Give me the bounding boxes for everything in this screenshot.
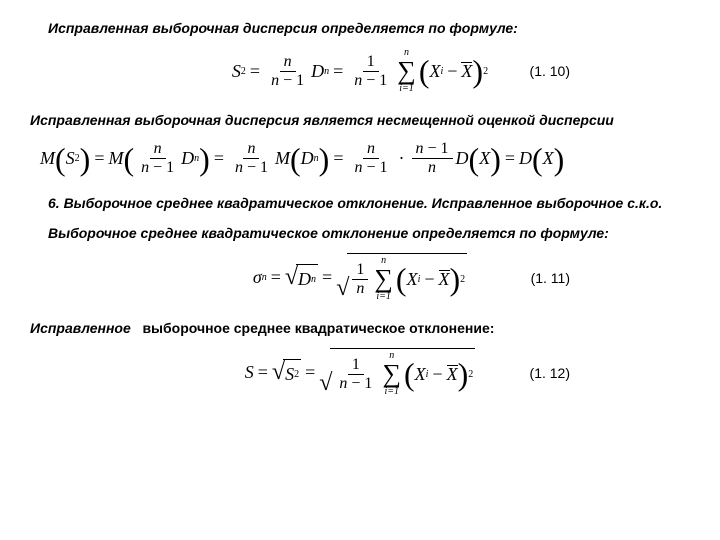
heading-section-6: 6. Выборочное среднее квадратическое отк… <box>48 195 690 211</box>
formula-1-10: S2 = nn − 1 Dn = 1n − 1 n∑i=1 ( Xi − X )… <box>30 48 690 94</box>
eqno-1-12: (1. 12) <box>530 365 570 381</box>
formula-1-11: σn = √Dn = √ 1n n∑i=1 ( Xi − X )2 (1. 11… <box>30 253 690 302</box>
eqno-1-11: (1. 11) <box>531 270 570 286</box>
heading-corrected-variance: Исправленная выборочная дисперсия опреде… <box>48 20 690 36</box>
formula-expectation: M ( S2 ) = M ( nn − 1 Dn ) = nn − 1 M ( … <box>40 140 690 177</box>
heading-std-def: Выборочное среднее квадратическое отклон… <box>48 225 690 241</box>
eqno-1-10: (1. 10) <box>530 63 570 79</box>
heading-unbiased: Исправленная выборочная дисперсия являет… <box>30 112 690 128</box>
formula-1-12: S = √S2 = √ 1n − 1 n∑i=1 ( Xi − X )2 (1.… <box>30 348 690 397</box>
heading-corrected-std: Исправленное выборочное среднее квадрати… <box>30 320 690 336</box>
